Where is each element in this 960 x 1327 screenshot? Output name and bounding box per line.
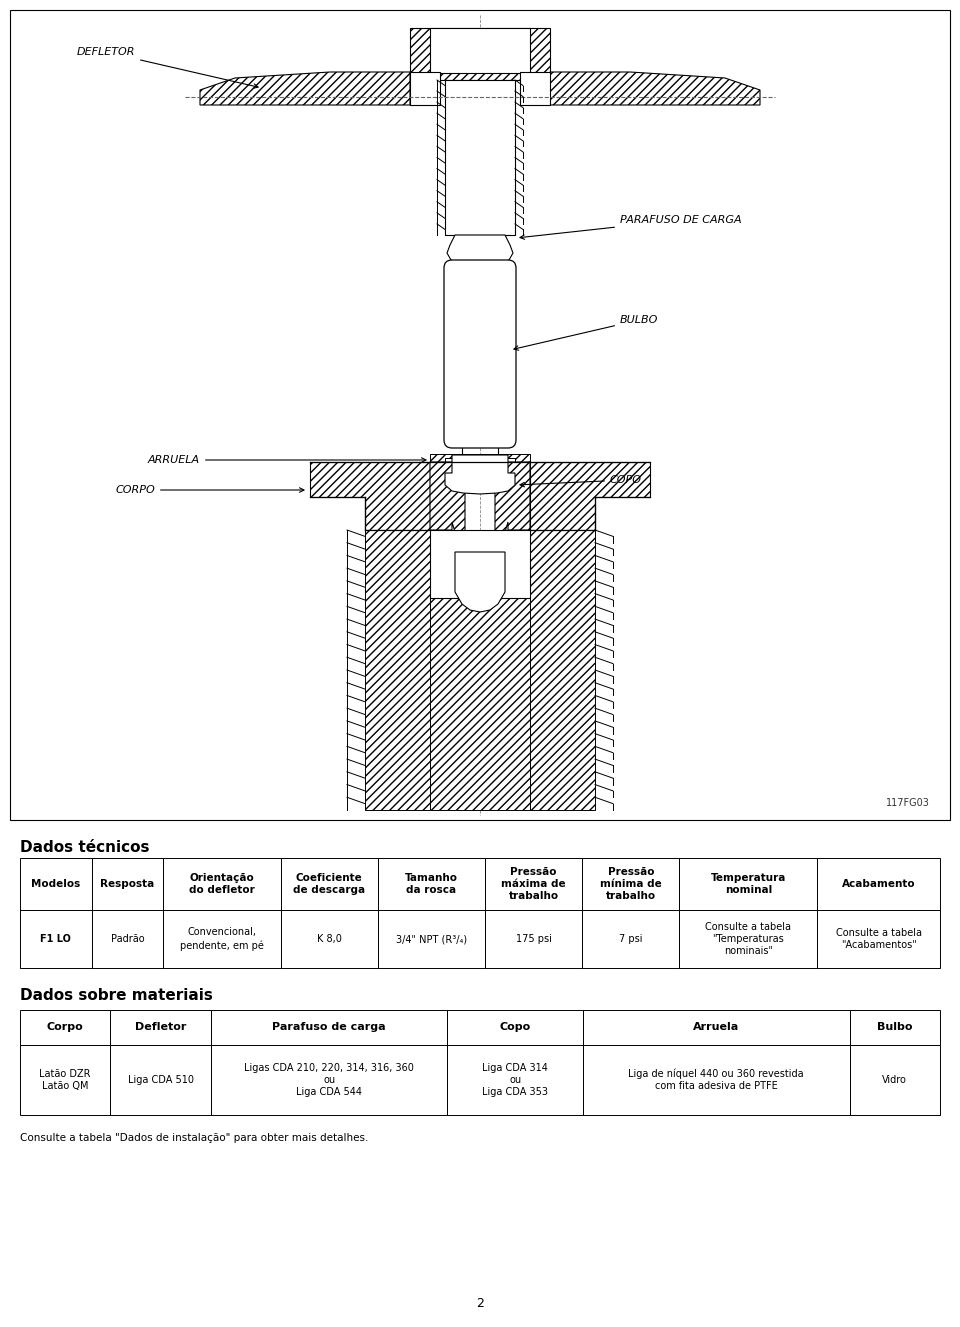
Text: Copo: Copo xyxy=(499,1023,531,1032)
Polygon shape xyxy=(582,910,680,967)
Polygon shape xyxy=(378,859,485,910)
Polygon shape xyxy=(430,529,530,598)
Polygon shape xyxy=(583,1010,850,1044)
Polygon shape xyxy=(850,1010,940,1044)
Text: PARAFUSO DE CARGA: PARAFUSO DE CARGA xyxy=(520,215,742,239)
Text: F1 LO: F1 LO xyxy=(40,934,71,943)
Polygon shape xyxy=(280,859,378,910)
Polygon shape xyxy=(817,910,940,967)
Polygon shape xyxy=(430,28,530,73)
Polygon shape xyxy=(163,859,280,910)
Polygon shape xyxy=(280,910,378,967)
Text: Latão DZR
Latão QM: Latão DZR Latão QM xyxy=(39,1068,91,1091)
Polygon shape xyxy=(20,910,91,967)
Text: Dados técnicos: Dados técnicos xyxy=(20,840,150,855)
Polygon shape xyxy=(200,72,410,105)
Polygon shape xyxy=(365,529,430,809)
FancyBboxPatch shape xyxy=(444,260,516,449)
Text: Consulte a tabela
"Acabamentos": Consulte a tabela "Acabamentos" xyxy=(835,928,922,950)
Polygon shape xyxy=(582,859,680,910)
Text: Acabamento: Acabamento xyxy=(842,878,916,889)
Polygon shape xyxy=(817,859,940,910)
Text: 2: 2 xyxy=(476,1296,484,1310)
Polygon shape xyxy=(445,80,515,235)
Polygon shape xyxy=(447,1010,583,1044)
Text: Resposta: Resposta xyxy=(100,878,155,889)
Text: Vidro: Vidro xyxy=(882,1075,907,1085)
Polygon shape xyxy=(455,552,505,612)
Polygon shape xyxy=(485,910,582,967)
Polygon shape xyxy=(211,1010,447,1044)
Text: 175 psi: 175 psi xyxy=(516,934,552,943)
Text: Consulte a tabela
"Temperaturas
nominais": Consulte a tabela "Temperaturas nominais… xyxy=(706,921,791,957)
Polygon shape xyxy=(680,910,817,967)
Polygon shape xyxy=(91,910,163,967)
Text: Liga de níquel 440 ou 360 revestida
com fita adesiva de PTFE: Liga de níquel 440 ou 360 revestida com … xyxy=(629,1068,804,1091)
Text: Pressão
máxima de
trabalho: Pressão máxima de trabalho xyxy=(501,867,566,901)
Polygon shape xyxy=(430,454,530,462)
Polygon shape xyxy=(10,11,950,820)
Text: K 8,0: K 8,0 xyxy=(317,934,342,943)
Text: COPO: COPO xyxy=(520,475,642,487)
Text: 7 psi: 7 psi xyxy=(619,934,642,943)
Text: Temperatura
nominal: Temperatura nominal xyxy=(710,873,786,896)
Text: Consulte a tabela "Dados de instalação" para obter mais detalhes.: Consulte a tabela "Dados de instalação" … xyxy=(20,1133,369,1143)
Polygon shape xyxy=(110,1044,211,1115)
Polygon shape xyxy=(530,462,650,529)
Text: Modelos: Modelos xyxy=(31,878,81,889)
Polygon shape xyxy=(310,462,430,529)
Polygon shape xyxy=(430,462,465,552)
Polygon shape xyxy=(430,598,530,809)
Text: Defletor: Defletor xyxy=(135,1023,186,1032)
Polygon shape xyxy=(680,859,817,910)
Text: BULBO: BULBO xyxy=(514,314,659,350)
Polygon shape xyxy=(20,1010,110,1044)
Polygon shape xyxy=(445,80,515,235)
Polygon shape xyxy=(550,72,760,105)
Polygon shape xyxy=(530,529,595,809)
Polygon shape xyxy=(495,462,530,552)
Text: Padrão: Padrão xyxy=(110,934,144,943)
Polygon shape xyxy=(20,859,91,910)
Polygon shape xyxy=(485,859,582,910)
Text: ARRUELA: ARRUELA xyxy=(148,455,426,464)
Text: Convencional,
pendente, em pé: Convencional, pendente, em pé xyxy=(180,928,264,950)
Polygon shape xyxy=(410,28,550,80)
Polygon shape xyxy=(850,1044,940,1115)
Polygon shape xyxy=(378,910,485,967)
Text: Pressão
mínima de
trabalho: Pressão mínima de trabalho xyxy=(600,867,661,901)
Polygon shape xyxy=(447,1044,583,1115)
Text: Tamanho
da rosca: Tamanho da rosca xyxy=(405,873,458,896)
Polygon shape xyxy=(110,1010,211,1044)
Polygon shape xyxy=(211,1044,447,1115)
Text: Ligas CDA 210, 220, 314, 316, 360
ou
Liga CDA 544: Ligas CDA 210, 220, 314, 316, 360 ou Lig… xyxy=(244,1063,414,1097)
Polygon shape xyxy=(91,859,163,910)
Polygon shape xyxy=(163,910,280,967)
Text: Arruela: Arruela xyxy=(693,1023,739,1032)
Text: Dados sobre materiais: Dados sobre materiais xyxy=(20,989,213,1003)
Text: Bulbo: Bulbo xyxy=(877,1023,913,1032)
Polygon shape xyxy=(520,72,550,105)
Text: Parafuso de carga: Parafuso de carga xyxy=(273,1023,386,1032)
Polygon shape xyxy=(583,1044,850,1115)
Polygon shape xyxy=(445,455,515,494)
Text: 117FG03: 117FG03 xyxy=(886,798,930,808)
Text: 3/4" NPT (R³/₄): 3/4" NPT (R³/₄) xyxy=(396,934,467,943)
Text: Coeficiente
de descarga: Coeficiente de descarga xyxy=(293,873,366,896)
Polygon shape xyxy=(20,1044,110,1115)
Text: CORPO: CORPO xyxy=(115,484,304,495)
Text: Liga CDA 314
ou
Liga CDA 353: Liga CDA 314 ou Liga CDA 353 xyxy=(482,1063,548,1097)
Text: DEFLETOR: DEFLETOR xyxy=(77,46,258,89)
Polygon shape xyxy=(410,72,440,105)
Polygon shape xyxy=(447,235,513,265)
Text: Corpo: Corpo xyxy=(47,1023,84,1032)
Text: Liga CDA 510: Liga CDA 510 xyxy=(128,1075,194,1085)
Text: Orientação
do defletor: Orientação do defletor xyxy=(189,873,254,896)
